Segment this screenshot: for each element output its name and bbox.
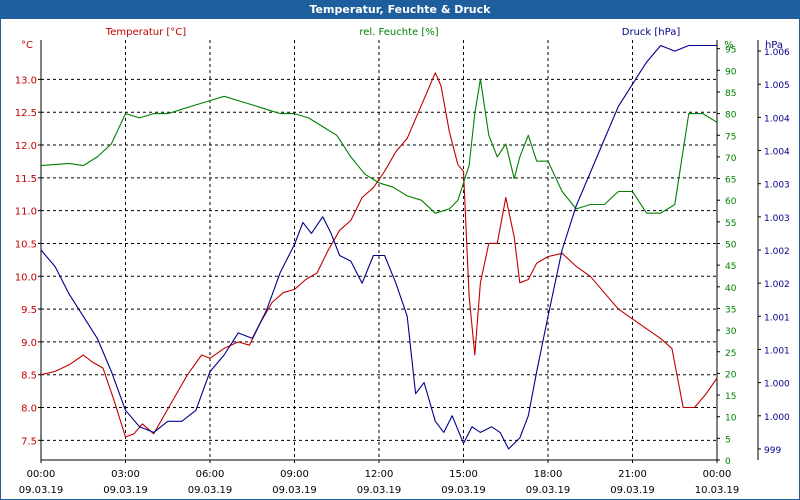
humidity-tick-label: 30 [725,327,737,337]
humidity-axis-label: rel. Feuchte [%] [359,27,438,38]
tick-labels: 7.5 8.0 8.5 9.0 9.5 10.0 10.5 11.0 11.5 12.0 12.5 1… [15,46,790,496]
temperature-tick-label: 11.0 [15,207,37,218]
humidity-tick-label: 50 [725,241,737,251]
pressure-tick-label: 1.001 [764,313,790,323]
x-tick-date-label: 10.03.19 [695,485,740,496]
temperature-tick-label: 9.0 [21,338,37,349]
series-lines [40,44,718,450]
temperature-tick-label: 12.5 [15,108,37,119]
x-tick-date-label: 09.03.19 [103,485,148,496]
x-tick-date-label: 09.03.19 [188,485,233,496]
pressure-tick-label: 999 [764,446,781,456]
x-tick-date-label: 09.03.19 [441,485,486,496]
temperature-tick-label: 8.0 [21,404,37,415]
x-tick-time-label: 12:00 [365,469,394,480]
pressure-tick-label: 1.002 [764,247,790,257]
humidity-line [40,78,718,214]
temperature-line [40,72,718,438]
humidity-tick-label: 60 [725,197,737,207]
x-tick-date-label: 09.03.19 [272,485,317,496]
temperature-unit-label: °C [21,40,33,51]
temperature-tick-label: 10.0 [15,272,37,283]
temperature-tick-label: 7.5 [21,436,37,447]
humidity-tick-label: 70 [725,154,737,164]
x-tick-date-label: 09.03.19 [19,485,64,496]
temperature-tick-label: 9.5 [21,305,37,316]
x-tick-time-label: 21:00 [618,469,647,480]
humidity-tick-label: 40 [725,284,737,294]
humidity-tick-label: 25 [725,349,736,359]
x-tick-time-label: 00:00 [703,469,732,480]
pressure-tick-label: 1.006 [764,48,790,58]
humidity-tick-label: 45 [725,262,736,272]
pressure-tick-label: 1.002 [764,280,790,290]
temperature-tick-label: 10.5 [15,239,37,250]
humidity-tick-label: 55 [725,219,736,229]
humidity-tick-label: 20 [725,370,737,380]
pressure-tick-label: 1.003 [764,214,790,224]
plot-border [40,40,759,461]
pressure-line [40,44,717,450]
humidity-tick-label: 15 [725,392,736,402]
x-tick-time-label: 00:00 [27,469,56,480]
x-tick-time-label: 06:00 [196,469,225,480]
x-tick-time-label: 03:00 [111,469,140,480]
x-tick-time-label: 15:00 [449,469,478,480]
pressure-tick-label: 1.000 [764,413,790,423]
pressure-tick-label: 1.001 [764,346,790,356]
humidity-tick-label: 75 [725,132,736,142]
x-tick-date-label: 09.03.19 [610,485,655,496]
humidity-tick-label: 10 [725,414,737,424]
temperature-tick-label: 13.0 [15,75,37,86]
temperature-axis-label: Temperatur [°C] [105,27,186,38]
x-tick-date-label: 09.03.19 [357,485,402,496]
humidity-tick-label: 0 [725,457,731,467]
temperature-tick-label: 12.0 [15,141,37,152]
humidity-tick-label: 95 [725,46,736,56]
grid-lines [40,40,718,460]
humidity-unit-label: % [724,40,734,51]
pressure-unit-label: hPa [765,40,783,51]
x-tick-date-label: 09.03.19 [526,485,571,496]
x-tick-time-label: 09:00 [280,469,309,480]
axis-labels: Temperatur [°C] rel. Feuchte [%] Druck [hP… [21,27,783,51]
humidity-tick-label: 90 [725,67,737,77]
humidity-tick-label: 5 [725,435,731,445]
humidity-tick-label: 35 [725,305,736,315]
pressure-tick-label: 1.005 [764,81,790,91]
humidity-tick-label: 65 [725,176,736,186]
temperature-tick-label: 11.5 [15,174,37,185]
temperature-tick-label: 8.5 [21,371,37,382]
humidity-tick-label: 80 [725,111,737,121]
pressure-axis-label: Druck [hPa] [622,27,681,38]
pressure-tick-label: 1.004 [764,148,790,158]
humidity-tick-label: 85 [725,89,736,99]
pressure-tick-label: 1.004 [764,114,790,124]
pressure-tick-label: 1.000 [764,380,790,390]
x-tick-time-label: 18:00 [534,469,563,480]
window-title: Temperatur, Feuchte & Druck [1,1,799,19]
pressure-tick-label: 1.003 [764,181,790,191]
